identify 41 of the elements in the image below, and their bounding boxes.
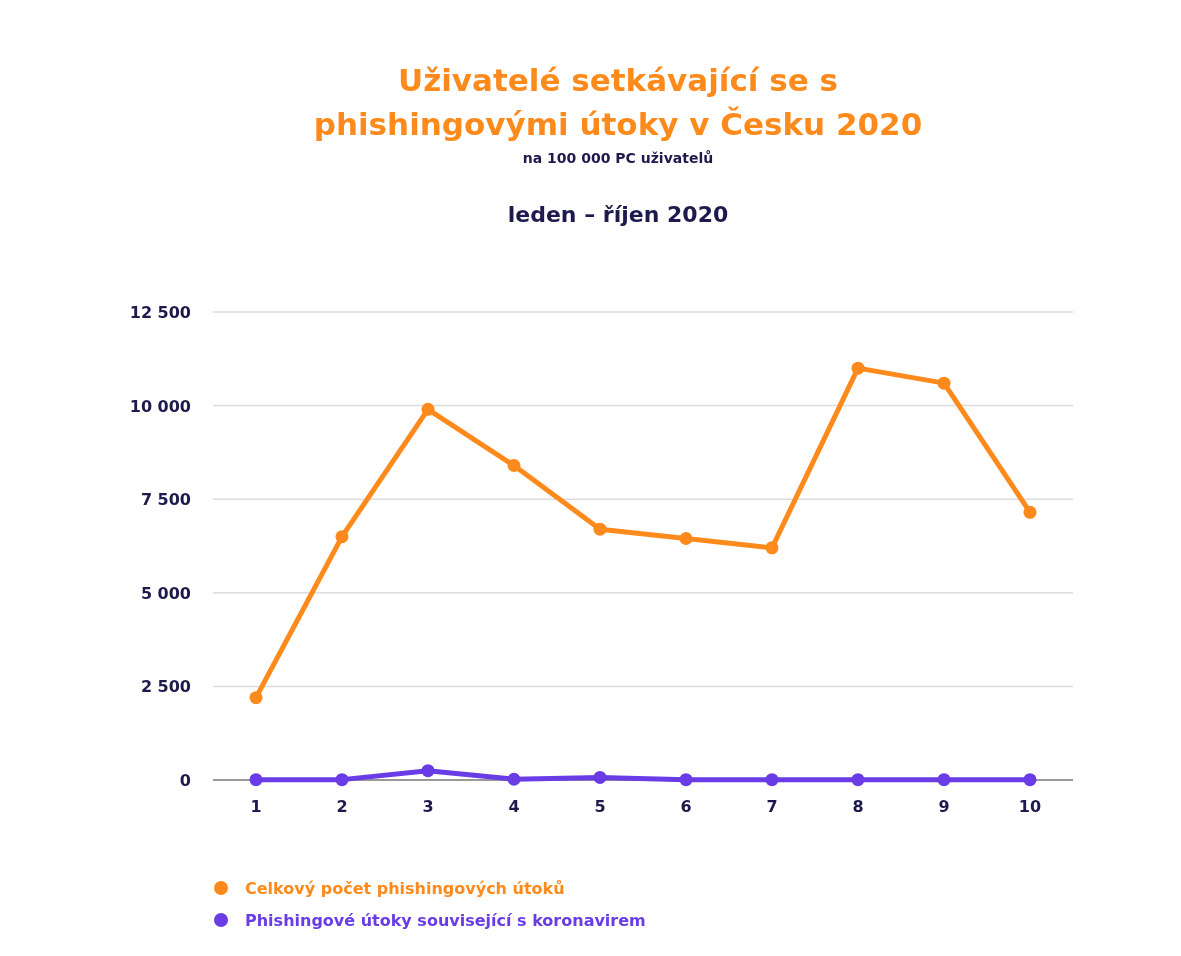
- point: [851, 773, 865, 787]
- y-tick-label: 10 000: [129, 396, 191, 416]
- point: [421, 764, 435, 778]
- point: [249, 773, 263, 787]
- point: [249, 691, 263, 705]
- point: [1023, 773, 1037, 787]
- y-tick-label: 7 500: [140, 490, 191, 510]
- point: [679, 773, 693, 787]
- legend-label: Celkový počet phishingových útoků: [245, 879, 565, 898]
- y-tick-label: 0: [179, 771, 191, 790]
- x-tick-label: 7: [766, 797, 778, 816]
- x-tick-label: 5: [594, 797, 606, 816]
- y-tick-label: 12 500: [129, 303, 191, 322]
- chart-title: Uživatelé setkávající se s phishingovými útoky v Česku 2020: [313, 62, 923, 142]
- point: [421, 402, 435, 416]
- point: [937, 773, 951, 787]
- point: [593, 770, 607, 784]
- point: [335, 530, 349, 544]
- x-tick-label: 1: [250, 797, 262, 816]
- x-tick-label: 6: [680, 797, 692, 816]
- point: [937, 376, 951, 390]
- y-tick-label: 2 500: [140, 677, 191, 697]
- point: [335, 773, 349, 787]
- point: [1023, 505, 1037, 519]
- x-tick-label: 10: [1018, 797, 1042, 816]
- point: [593, 522, 607, 536]
- point: [765, 541, 779, 555]
- x-tick-label: 3: [422, 797, 434, 816]
- point: [851, 361, 865, 375]
- point: [507, 772, 521, 786]
- x-tick-label: 9: [938, 797, 950, 816]
- text: leden – říjen 2020: [507, 202, 729, 227]
- y-tick-label: 5 000: [140, 583, 191, 603]
- point: [679, 532, 693, 546]
- x-tick-label: 8: [852, 797, 864, 816]
- x-tick-label: 4: [508, 797, 520, 816]
- legend-label: Phishingové útoky související s koronavirem: [245, 911, 646, 930]
- point: [765, 773, 779, 787]
- point: [507, 459, 521, 472]
- chart-subtitle: na 100 000 PC uživatelů: [522, 150, 714, 166]
- x-tick-label: 2: [336, 797, 348, 816]
